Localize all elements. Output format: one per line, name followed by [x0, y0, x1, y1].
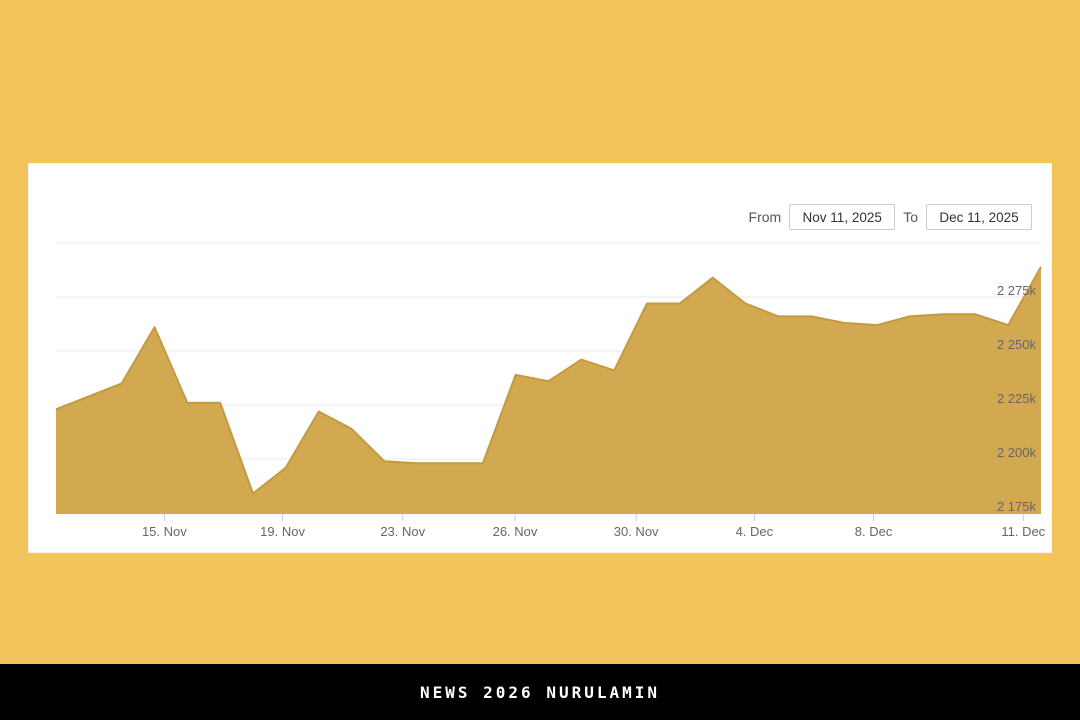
y-axis-label: 2 225k [997, 391, 1037, 406]
x-axis-label: 11. Dec [1001, 524, 1045, 539]
x-axis-label: 4. Dec [736, 524, 774, 539]
footer-banner: NEWS 2026 NURULAMIN [0, 664, 1080, 720]
to-date-input[interactable] [926, 204, 1032, 230]
y-axis-label: 2 250k [997, 337, 1037, 352]
area-fill [56, 266, 1041, 514]
y-axis-label: 2 175k [997, 499, 1037, 514]
price-area-chart: 15. Nov 19. Nov 23. Nov 26. Nov 30. Nov 4. De… [55, 242, 1046, 539]
y-axis-label: 2 200k [997, 445, 1037, 460]
from-date-input[interactable] [789, 204, 896, 230]
area-line [55, 266, 1042, 495]
x-axis-label: 15. Nov [142, 524, 187, 539]
to-label: To [903, 209, 918, 225]
date-range-controls: From To [749, 204, 1032, 230]
x-axis-label: 26. Nov [493, 524, 538, 539]
y-axis-label: 2 275k [997, 283, 1037, 298]
footer-banner-text: NEWS 2026 NURULAMIN [419, 682, 661, 702]
x-axis-label: 23. Nov [380, 524, 425, 539]
chart-card: 15. Nov 19. Nov 23. Nov 26. Nov 30. Nov 4. De… [28, 163, 1052, 553]
from-label: From [748, 209, 782, 225]
x-axis-label: 30. Nov [614, 524, 659, 539]
x-axis-label: 19. Nov [260, 524, 305, 539]
x-axis-label: 8. Dec [855, 524, 893, 539]
